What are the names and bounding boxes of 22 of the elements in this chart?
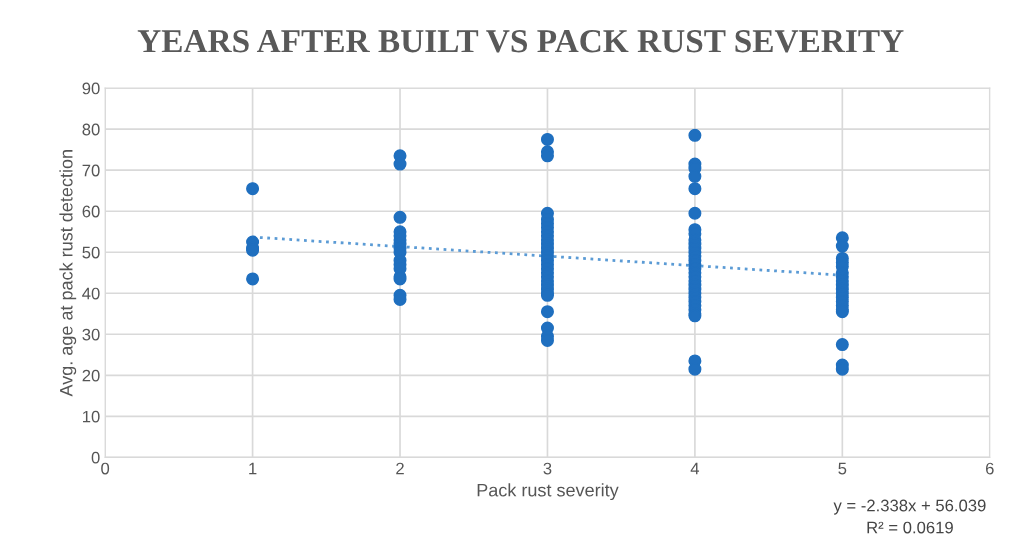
y-tick-label: 50 xyxy=(82,246,100,259)
y-tick-label: 40 xyxy=(82,287,100,300)
y-axis-title: Avg. age at pack rust detection xyxy=(59,150,77,397)
x-tick-label: 1 xyxy=(249,462,257,475)
x-tick-label: 4 xyxy=(690,462,700,475)
x-tick-label: 0 xyxy=(101,462,110,475)
text: y = -2.338x + 56.039 xyxy=(833,499,986,515)
y-tick-label: 20 xyxy=(82,369,100,382)
x-tick-label: 6 xyxy=(985,462,994,475)
y-tick-label: 80 xyxy=(82,123,100,136)
x-tick-label: 5 xyxy=(838,462,847,475)
x-axis-title: Pack rust severity xyxy=(477,483,619,501)
x-tick-label: 3 xyxy=(543,462,552,475)
y-tick-label: 30 xyxy=(82,328,100,341)
y-tick-label: 10 xyxy=(83,410,100,423)
chart-title: YEARS AFTER BUILT VS PACK RUST SEVERITY xyxy=(137,30,904,53)
y-tick-label: 0 xyxy=(91,451,100,464)
text: R² = 0.0619 xyxy=(867,521,953,534)
x-tick-label: 2 xyxy=(396,462,404,475)
y-tick-label: 60 xyxy=(82,205,100,218)
y-tick-label: 70 xyxy=(82,164,100,177)
y-tick-label: 90 xyxy=(82,82,100,95)
